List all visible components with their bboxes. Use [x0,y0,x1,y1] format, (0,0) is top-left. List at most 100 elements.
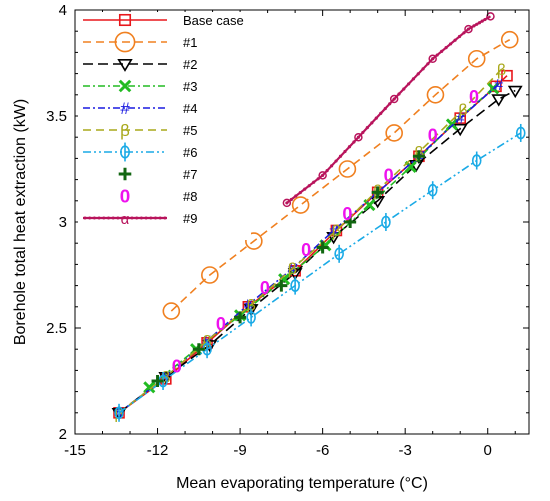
data-point [118,79,132,93]
legend-dot [116,216,120,220]
y-tick-label: 3 [59,214,67,231]
x-tick-label: -9 [233,442,246,459]
series-dot [347,145,352,149]
series-dot [421,67,425,71]
series-dot [472,24,476,28]
marker-x [118,79,132,93]
marker-glyph: # [494,77,503,94]
series-line [118,68,503,414]
x-tick-label: -6 [316,442,329,459]
data-point: 0 [260,278,270,298]
marker-circle [114,31,136,53]
x-axis-label: Mean evaporating temperature (°C) [176,475,428,492]
data-point [162,302,181,320]
legend-marker: α [121,211,130,228]
legend-item: α #9 [83,211,197,228]
legend-dot [111,216,115,220]
series-dot [379,111,383,115]
marker-plus [118,167,132,181]
series-dot [334,159,338,163]
marker-plus [412,150,425,163]
series-dot [431,57,435,61]
marker-circle [338,160,357,178]
legend-label: #1 [183,35,197,50]
legend-label: #5 [183,123,197,138]
marker-triangle [117,59,133,72]
legend-item: β #5 [83,121,197,140]
series-line [118,83,500,414]
y-axis-label: Borehole total heat extraction (kW) [12,99,29,345]
legend-dot [130,216,134,220]
legend-dot [102,216,106,220]
data-point [143,381,156,394]
data-point [118,167,132,181]
x-axis: -15 -12 -9 -6 -3 0 [64,10,516,459]
marker-glyph: 0 [260,278,270,298]
data-point [354,132,363,142]
marker-glyph: 0 [301,240,311,260]
marker-circle [245,232,263,250]
series-dot [338,154,343,158]
series-dot [374,116,378,120]
data-point [290,276,300,295]
data-point [491,94,507,107]
y-tick-label: 2 [59,426,67,443]
series-line [170,38,511,312]
legend-item: Base case [83,13,244,28]
series-dot [298,190,302,195]
marker-glyph: β [120,121,130,140]
legend-item: # #4 [83,99,197,118]
data-point [385,124,403,142]
series-dot [370,121,374,125]
legend-dot [163,216,167,220]
data-point: β [332,223,341,240]
legend-label: #7 [183,167,197,182]
data-point [412,150,425,163]
marker-triangle [507,85,523,99]
series-dot [285,201,289,205]
data-point [471,151,482,170]
data-point: # [244,297,253,314]
data-point: # [288,261,297,278]
data-point [245,232,263,250]
marker-glyph: 0 [216,314,226,334]
legend-item: #6 [83,142,197,162]
series [282,12,495,208]
marker-triangle [287,268,303,281]
data-point [114,403,124,422]
legend-item: #2 [83,57,197,72]
marker-glyph: 0 [120,187,131,208]
marker-triangle [491,94,507,107]
marker-plus [192,343,205,356]
marker-glyph: # [120,99,130,118]
legend-dot [107,216,110,220]
marker-glyph: 0 [342,204,352,224]
series-dot [411,77,416,81]
data-point [427,181,438,200]
legend-dot [135,216,139,220]
marker-glyph: # [329,223,338,240]
series-dot [416,72,420,76]
legend-label: #4 [183,101,197,116]
legend-item: 0 #8 [120,187,198,208]
legend-label: #6 [183,145,197,160]
marker-glyph: 0 [469,87,479,107]
data-point [234,311,247,324]
data-point [201,266,219,284]
data-point [500,30,519,49]
series-dot [321,173,325,177]
series-dot [356,135,361,139]
marker-circle [385,124,403,142]
data-point [464,24,473,34]
data-point: 0 [301,240,311,260]
data-point [452,123,468,137]
legend: Base case #1 #2 #3 # #4 β #5 #6 #7 0 #8 α #9 [78,12,251,240]
data-point [318,171,327,180]
data-point [501,69,513,82]
series-dot [294,194,298,198]
data-point [118,13,132,27]
series-dot [444,46,448,50]
marker-square [118,13,132,27]
marker-x [143,381,156,394]
